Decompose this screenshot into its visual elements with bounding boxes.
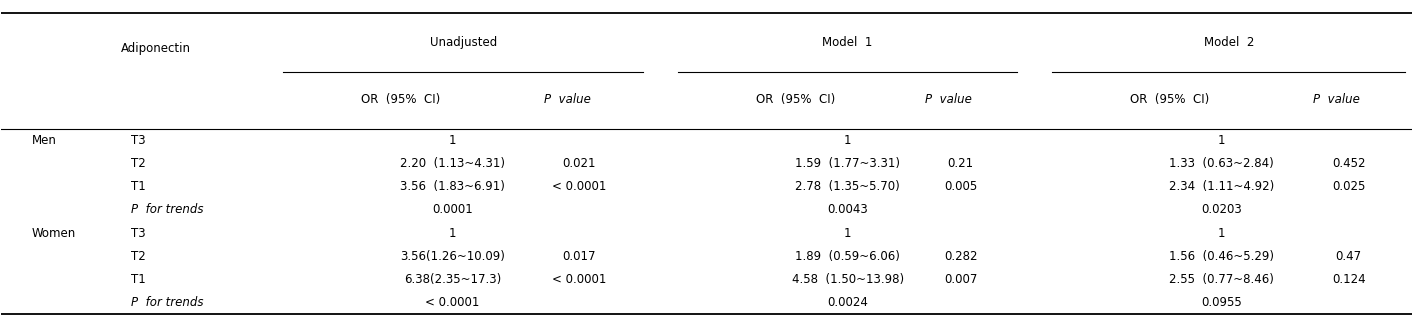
Text: 0.124: 0.124	[1332, 273, 1365, 286]
Text: OR  (95%  CI): OR (95% CI)	[360, 92, 439, 106]
Text: Women: Women	[31, 227, 76, 239]
Text: < 0.0001: < 0.0001	[425, 296, 479, 309]
Text: 0.017: 0.017	[562, 250, 596, 263]
Text: T2: T2	[130, 157, 146, 170]
Text: 2.55  (0.77~8.46): 2.55 (0.77~8.46)	[1170, 273, 1275, 286]
Text: 0.005: 0.005	[944, 180, 978, 193]
Text: 0.021: 0.021	[562, 157, 596, 170]
Text: < 0.0001: < 0.0001	[552, 180, 606, 193]
Text: T3: T3	[130, 134, 146, 147]
Text: 0.025: 0.025	[1332, 180, 1365, 193]
Text: T1: T1	[130, 273, 146, 286]
Text: P  value: P value	[1314, 92, 1361, 106]
Text: 1.33  (0.63~2.84): 1.33 (0.63~2.84)	[1170, 157, 1275, 170]
Text: 0.0203: 0.0203	[1201, 204, 1242, 216]
Text: 1: 1	[844, 227, 852, 239]
Text: 0.282: 0.282	[944, 250, 978, 263]
Text: 1: 1	[1218, 227, 1225, 239]
Text: < 0.0001: < 0.0001	[552, 273, 606, 286]
Text: 0.21: 0.21	[948, 157, 974, 170]
Text: P  for trends: P for trends	[130, 204, 203, 216]
Text: 1.89  (0.59~6.06): 1.89 (0.59~6.06)	[796, 250, 900, 263]
Text: 2.78  (1.35~5.70): 2.78 (1.35~5.70)	[796, 180, 900, 193]
Text: 4.58  (1.50~13.98): 4.58 (1.50~13.98)	[791, 273, 904, 286]
Text: OR  (95%  CI): OR (95% CI)	[756, 92, 835, 106]
Text: Unadjusted: Unadjusted	[430, 36, 497, 48]
Text: 1: 1	[449, 227, 456, 239]
Text: Model  2: Model 2	[1204, 36, 1253, 48]
Text: 3.56  (1.83~6.91): 3.56 (1.83~6.91)	[400, 180, 504, 193]
Text: 0.47: 0.47	[1335, 250, 1362, 263]
Text: 0.0955: 0.0955	[1201, 296, 1242, 309]
Text: Adiponectin: Adiponectin	[122, 42, 191, 55]
Text: 1: 1	[449, 134, 456, 147]
Text: T1: T1	[130, 180, 146, 193]
Text: 1: 1	[844, 134, 852, 147]
Text: T2: T2	[130, 250, 146, 263]
Text: P  value: P value	[544, 92, 591, 106]
Text: Model  1: Model 1	[822, 36, 873, 48]
Text: 0.452: 0.452	[1332, 157, 1365, 170]
Text: T3: T3	[130, 227, 146, 239]
Text: 0.0043: 0.0043	[827, 204, 868, 216]
Text: 0.0024: 0.0024	[827, 296, 868, 309]
Text: 3.56(1.26~10.09): 3.56(1.26~10.09)	[400, 250, 504, 263]
Text: 1.56  (0.46~5.29): 1.56 (0.46~5.29)	[1169, 250, 1275, 263]
Text: OR  (95%  CI): OR (95% CI)	[1130, 92, 1210, 106]
Text: 0.007: 0.007	[944, 273, 978, 286]
Text: P  value: P value	[926, 92, 972, 106]
Text: 2.20  (1.13~4.31): 2.20 (1.13~4.31)	[400, 157, 504, 170]
Text: 1: 1	[1218, 134, 1225, 147]
Text: P  for trends: P for trends	[130, 296, 203, 309]
Text: 0.0001: 0.0001	[432, 204, 473, 216]
Text: 2.34  (1.11~4.92): 2.34 (1.11~4.92)	[1169, 180, 1275, 193]
Text: 1.59  (1.77~3.31): 1.59 (1.77~3.31)	[796, 157, 900, 170]
Text: Men: Men	[31, 134, 57, 147]
Text: 6.38(2.35~17.3): 6.38(2.35~17.3)	[404, 273, 502, 286]
